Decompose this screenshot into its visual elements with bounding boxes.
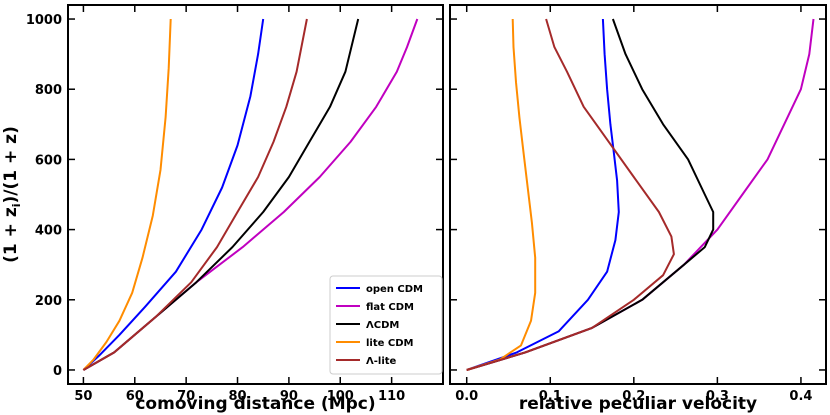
series-line--lite xyxy=(466,18,675,371)
x-tick-label: 0.4 xyxy=(789,389,812,404)
legend-label: lite CDM xyxy=(366,338,414,349)
x-tick-label: 70 xyxy=(177,389,195,404)
legend-label: ΛCDM xyxy=(366,320,399,331)
plot-frame xyxy=(449,4,827,385)
plot-frame xyxy=(67,4,444,385)
x-tick-label: 60 xyxy=(126,389,144,404)
series-line--cdm xyxy=(466,18,715,371)
legend-label: Λ-lite xyxy=(366,356,397,367)
x-tick-label: 50 xyxy=(74,389,92,404)
legend: open CDM flat CDM ΛCDM lite CDM Λ-lite xyxy=(329,275,443,375)
x-axis-title: relative peculiar velocity xyxy=(519,394,757,414)
left-panel: 50 60 70 80 90 100 110 0 200 400 600 800 1000 comovin… xyxy=(1,4,444,414)
x-axis-title: comoving distance (Mpc) xyxy=(135,394,375,414)
x-tick-label: 0.3 xyxy=(706,389,729,404)
series-line-lite-cdm xyxy=(82,18,172,371)
x-tick-label: 90 xyxy=(280,389,298,404)
legend-box xyxy=(329,275,443,375)
series-line-lite-cdm xyxy=(466,18,537,371)
right-panel: 0.0 0.1 0.2 0.3 0.4 relative peculiar velocit… xyxy=(449,4,827,414)
y-tick-label: 0 xyxy=(53,364,62,379)
x-tick-label: 80 xyxy=(228,389,246,404)
y-tick-label: 600 xyxy=(35,153,62,168)
x-tick-label: 0.2 xyxy=(622,389,645,404)
x-tick-label: 100 xyxy=(327,389,354,404)
series-line-open-cdm xyxy=(82,18,265,371)
x-tick-label: 0.0 xyxy=(455,389,478,404)
y-axis-title: (1 + zi)/(1 + z) xyxy=(1,126,23,263)
series-line--lite xyxy=(82,18,308,371)
x-tick-label: 110 xyxy=(378,389,405,404)
y-tick-label: 800 xyxy=(35,83,62,98)
legend-label: flat CDM xyxy=(366,302,414,313)
x-tick-label: 0.1 xyxy=(539,389,562,404)
series-line--cdm xyxy=(82,18,360,371)
y-tick-label: 1000 xyxy=(26,13,62,28)
series-line-open-cdm xyxy=(466,18,620,371)
y-tick-label: 200 xyxy=(35,294,62,309)
series-line-flat-cdm xyxy=(466,18,815,371)
y-tick-label: 400 xyxy=(35,224,62,239)
legend-label: open CDM xyxy=(366,284,423,295)
